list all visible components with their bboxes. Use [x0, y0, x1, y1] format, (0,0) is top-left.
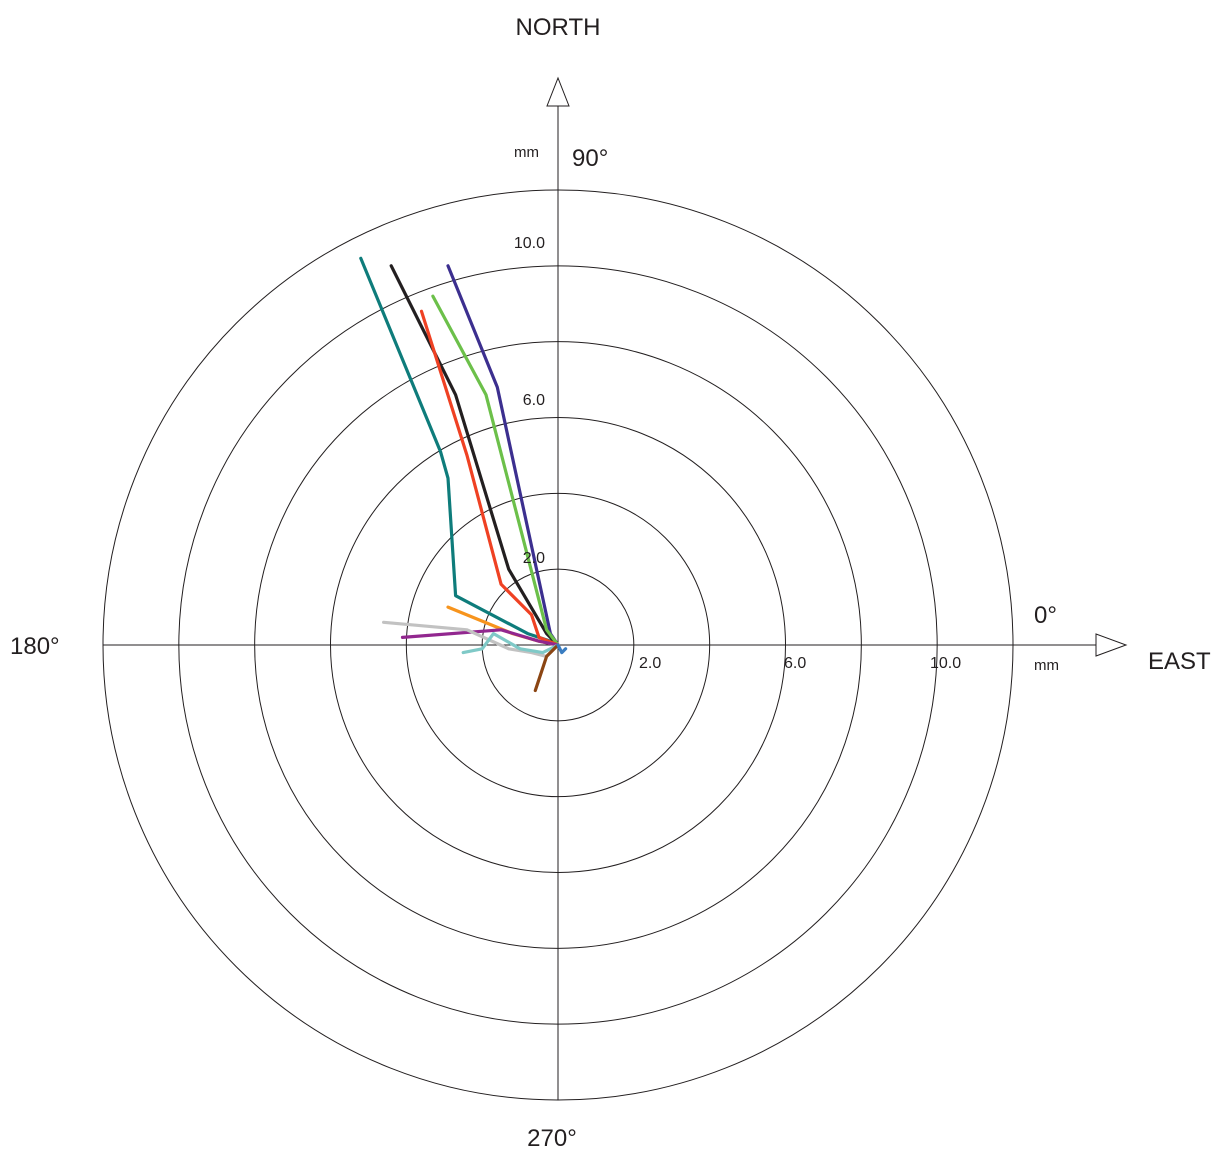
east-arrow-icon — [1095, 633, 1128, 657]
displacement-trace-7 — [400, 628, 560, 647]
unit-label-horizontal: mm — [1034, 657, 1059, 674]
displacement-trace-11 — [556, 643, 568, 655]
displacement-traces — [359, 256, 568, 693]
east-tick-label-6: 6.0 — [784, 655, 806, 672]
displacement-trace-2 — [389, 264, 560, 647]
north-direction-label: NORTH — [516, 14, 601, 41]
east-direction-label: EAST — [1148, 648, 1211, 675]
north-tick-label-6: 6.0 — [523, 392, 545, 409]
unit-label-vertical: mm — [514, 144, 539, 161]
angle-label-90: 90° — [572, 145, 608, 172]
displacement-trace-5 — [419, 309, 560, 647]
angle-label-270: 270° — [527, 1125, 577, 1151]
angle-label-0: 0° — [1034, 602, 1057, 629]
east-tick-label-2: 2.0 — [639, 655, 661, 672]
axes — [103, 76, 1128, 1100]
east-tick-label-10: 10.0 — [930, 655, 961, 672]
displacement-trace-1 — [359, 256, 560, 647]
angle-label-180: 180° — [10, 633, 60, 660]
displacement-trace-4 — [431, 294, 560, 647]
displacement-trace-10 — [533, 643, 560, 693]
north-tick-label-2: 2.0 — [523, 550, 545, 567]
displacement-trace-9 — [461, 631, 560, 655]
north-tick-label-10: 10.0 — [514, 235, 545, 252]
north-arrow-icon — [546, 76, 570, 107]
